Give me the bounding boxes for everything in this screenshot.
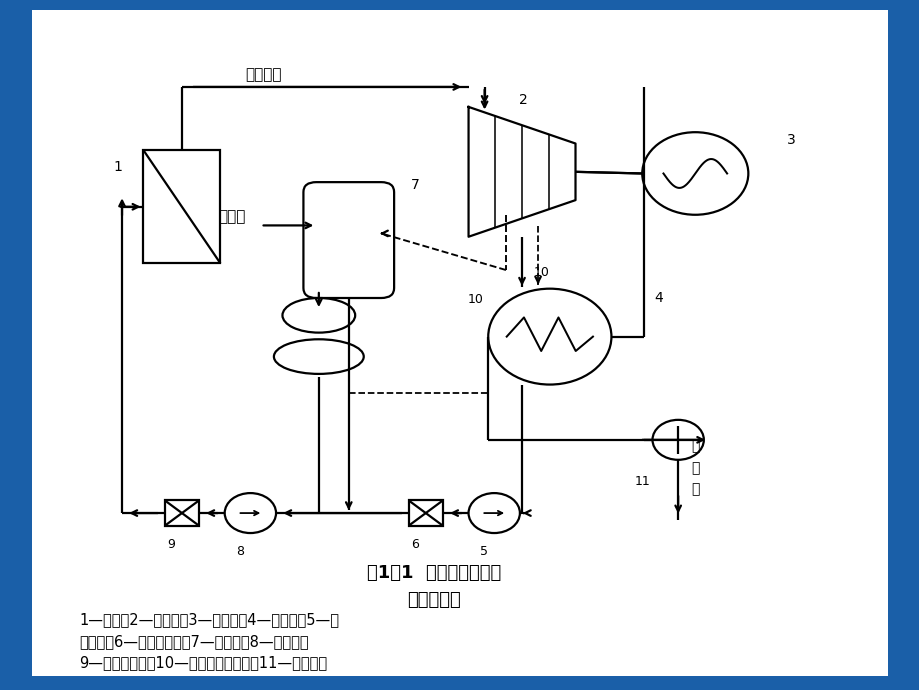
Text: 8: 8 [236, 545, 244, 558]
Circle shape [224, 493, 276, 533]
Text: 过热蒸汽: 过热蒸汽 [244, 68, 281, 82]
Text: 3: 3 [786, 133, 795, 148]
Circle shape [468, 493, 519, 533]
Text: 水: 水 [690, 482, 698, 496]
FancyBboxPatch shape [303, 182, 393, 298]
Ellipse shape [282, 298, 355, 333]
Text: 10: 10 [467, 293, 482, 306]
Text: 11: 11 [634, 475, 650, 488]
Text: 结水泵；6—低压加热器；7—除氧器；8—给水泵；: 结水泵；6—低压加热器；7—除氧器；8—给水泵； [79, 634, 309, 649]
Text: 6: 6 [411, 538, 419, 551]
Text: 5: 5 [480, 545, 487, 558]
Text: 2: 2 [518, 93, 527, 107]
Text: 10: 10 [533, 266, 549, 279]
Text: 过程示意图: 过程示意图 [407, 591, 460, 609]
Bar [165, 500, 199, 526]
Circle shape [641, 132, 747, 215]
Text: 7: 7 [411, 179, 420, 193]
Ellipse shape [274, 339, 363, 374]
Text: 1: 1 [113, 160, 122, 174]
Text: 冷: 冷 [690, 440, 698, 453]
Circle shape [652, 420, 703, 460]
Text: 9: 9 [167, 538, 176, 551]
Bar [408, 500, 442, 526]
Text: 9—高压加热器；10—汽轮机抽汽管道；11—循环水泵: 9—高压加热器；10—汽轮机抽汽管道；11—循环水泵 [79, 656, 327, 671]
Circle shape [488, 288, 611, 384]
Text: 图1－1  火力发电厂生产: 图1－1 火力发电厂生产 [367, 564, 501, 582]
Text: 补给水: 补给水 [218, 209, 245, 224]
Bar [143, 150, 221, 264]
Text: 4: 4 [653, 291, 663, 305]
Text: 却: 却 [690, 461, 698, 475]
Text: 1—锅炉；2—汽轮机；3—发电机；4—凝汽器；5—凝: 1—锅炉；2—汽轮机；3—发电机；4—凝汽器；5—凝 [79, 612, 339, 627]
